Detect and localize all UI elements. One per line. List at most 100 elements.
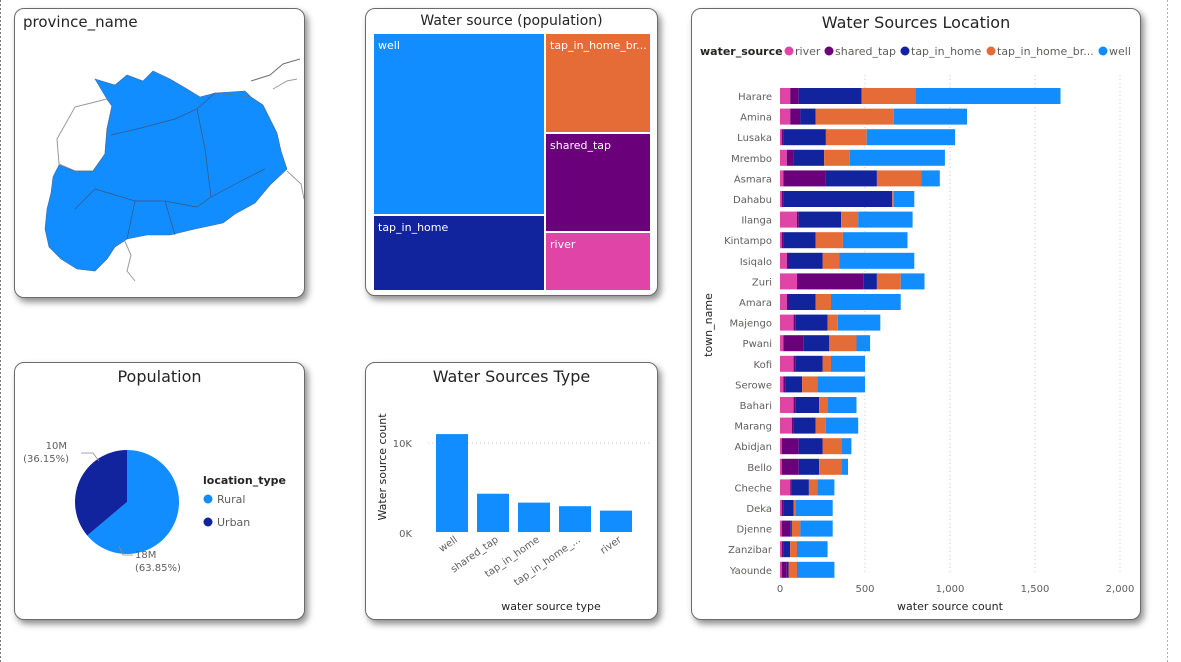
types-card[interactable]: Water Sources Type 10K 0K Water source c… — [365, 362, 658, 620]
treemap-tile-well[interactable]: well — [374, 34, 544, 214]
bar-lusaka-tap-in-home-br[interactable] — [825, 129, 867, 146]
bar-zuri-river[interactable] — [780, 273, 797, 290]
bar-abidjan-river[interactable] — [780, 438, 782, 455]
bar-majengo-shared-tap[interactable] — [793, 314, 796, 331]
location-card[interactable]: Water Sources Location water_source rive… — [691, 8, 1141, 620]
bar-lusaka-shared-tap[interactable] — [781, 129, 784, 146]
loc-legend-label-tap-in-home-broken[interactable]: tap_in_home_br... — [997, 45, 1094, 58]
bar-serowe-tap-in-home[interactable] — [785, 376, 803, 393]
bar-zanzibar-shared-tap[interactable] — [781, 541, 784, 558]
bar-kintampo-well[interactable] — [842, 232, 908, 249]
bar-abidjan-shared-tap[interactable] — [781, 438, 799, 455]
bar-zuri-well[interactable] — [900, 273, 925, 290]
pie-legend-label-urban[interactable]: Urban — [217, 516, 250, 529]
loc-legend-label-river[interactable]: river — [795, 45, 821, 58]
bar-isiqalo-well[interactable] — [839, 252, 915, 269]
bar-mrembo-shared-tap[interactable] — [786, 149, 794, 166]
bar-deka-river[interactable] — [780, 500, 782, 516]
bar-zuri-tap-in-home-br[interactable] — [876, 273, 901, 290]
bar-marang-river[interactable] — [780, 417, 792, 434]
bar-pwani-tap-in-home[interactable] — [803, 335, 830, 352]
bar-serowe-tap-in-home-br[interactable] — [802, 376, 818, 393]
bar-pwani-tap-in-home-br[interactable] — [829, 335, 857, 352]
bar-isiqalo-tap-in-home[interactable] — [788, 252, 823, 269]
bar-marang-well[interactable] — [825, 417, 859, 434]
loc-legend-label-tap-in-home[interactable]: tap_in_home — [911, 45, 981, 58]
bar-bello-tap-in-home[interactable] — [798, 458, 820, 475]
treemap-tile-tap-in-home[interactable]: tap_in_home — [374, 216, 544, 290]
bar-abidjan-tap-in-home[interactable] — [798, 438, 823, 455]
bar-bahari-shared-tap[interactable] — [793, 397, 796, 413]
treemap-tile-shared-tap[interactable]: shared_tap — [546, 134, 650, 231]
bar-kofi-well[interactable] — [831, 355, 865, 372]
bar-amina-well[interactable] — [893, 108, 967, 125]
bar-bahari-tap-in-home-br[interactable] — [819, 397, 828, 413]
population-card[interactable]: Population 10M (36.15%) 18M (63.85%) loc… — [14, 362, 305, 620]
bar-dahabu-shared-tap[interactable] — [781, 191, 784, 207]
bar-ilanga-tap-in-home[interactable] — [798, 211, 842, 228]
type-bar-river[interactable] — [600, 510, 632, 532]
location-stacked-bar-chart[interactable]: water_source river shared_tap tap_in_hom… — [692, 9, 1141, 620]
bar-dahabu-river[interactable] — [780, 191, 782, 207]
bar-mrembo-river[interactable] — [780, 149, 787, 166]
pie-slice-rural[interactable] — [87, 450, 180, 554]
bar-harare-tap-in-home[interactable] — [798, 88, 862, 104]
bar-harare-river[interactable] — [780, 88, 791, 104]
bar-amina-tap-in-home[interactable] — [800, 108, 816, 125]
bar-marang-tap-in-home[interactable] — [793, 417, 816, 434]
bar-bello-river[interactable] — [780, 458, 782, 475]
bar-asmara-shared-tap[interactable] — [783, 170, 826, 187]
bar-amara-tap-in-home[interactable] — [788, 294, 816, 310]
bar-kintampo-tap-in-home-br[interactable] — [815, 232, 843, 249]
bar-mrembo-tap-in-home-br[interactable] — [824, 149, 850, 166]
loc-legend-label-well[interactable]: well — [1109, 45, 1131, 58]
bar-bahari-river[interactable] — [780, 397, 794, 413]
bar-amara-well[interactable] — [831, 294, 901, 310]
bar-asmara-river[interactable] — [780, 170, 784, 187]
bar-deka-well[interactable] — [795, 500, 833, 516]
bar-mrembo-well[interactable] — [849, 149, 945, 166]
bar-bahari-tap-in-home[interactable] — [795, 397, 820, 413]
bar-kintampo-tap-in-home[interactable] — [783, 232, 816, 249]
bar-cheche-river[interactable] — [780, 479, 791, 496]
bar-abidjan-tap-in-home-br[interactable] — [822, 438, 842, 455]
bar-isiqalo-river[interactable] — [780, 252, 787, 269]
bar-majengo-tap-in-home-br[interactable] — [827, 314, 838, 331]
bar-yaounde-tap-in-home[interactable] — [786, 561, 789, 578]
pie-slice-urban[interactable] — [75, 450, 127, 536]
bar-deka-shared-tap[interactable] — [781, 500, 784, 516]
bar-harare-well[interactable] — [916, 88, 1061, 104]
bar-bello-shared-tap[interactable] — [781, 458, 799, 475]
bar-majengo-river[interactable] — [780, 314, 794, 331]
bar-kintampo-river[interactable] — [780, 232, 782, 249]
bar-pwani-shared-tap[interactable] — [783, 335, 804, 352]
bar-deka-tap-in-home[interactable] — [783, 500, 794, 516]
type-bar-tap-in-home[interactable] — [518, 502, 550, 532]
bar-djenne-tap-in-home-br[interactable] — [791, 520, 801, 537]
bar-dahabu-well[interactable] — [893, 191, 915, 207]
bar-kintampo-shared-tap[interactable] — [781, 232, 784, 249]
type-bar-tap-in-home[interactable] — [559, 506, 591, 532]
bar-ilanga-river[interactable] — [780, 211, 797, 228]
bar-yaounde-river[interactable] — [780, 561, 782, 578]
bar-kofi-tap-in-home[interactable] — [795, 355, 823, 372]
bar-isiqalo-shared-tap[interactable] — [786, 252, 789, 269]
loc-legend-label-shared-tap[interactable]: shared_tap — [835, 45, 896, 58]
bar-yaounde-well[interactable] — [797, 561, 835, 578]
bar-cheche-well[interactable] — [817, 479, 835, 496]
bar-yaounde-shared-tap[interactable] — [781, 561, 787, 578]
bar-djenne-well[interactable] — [800, 520, 833, 537]
bar-marang-tap-in-home-br[interactable] — [815, 417, 826, 434]
bar-lusaka-well[interactable] — [866, 129, 956, 146]
bar-amina-tap-in-home-br[interactable] — [815, 108, 894, 125]
bar-asmara-tap-in-home[interactable] — [825, 170, 877, 187]
bar-dahabu-tap-in-home[interactable] — [783, 191, 893, 207]
bar-kofi-shared-tap[interactable] — [793, 355, 796, 372]
types-bar-chart[interactable]: 10K 0K Water source count wellshared_tap… — [366, 363, 658, 620]
bar-cheche-tap-in-home-br[interactable] — [808, 479, 818, 496]
bar-zanzibar-well[interactable] — [797, 541, 828, 558]
type-bar-well[interactable] — [436, 434, 468, 532]
bar-zanzibar-river[interactable] — [780, 541, 782, 558]
bar-amina-river[interactable] — [780, 108, 791, 125]
bar-kofi-river[interactable] — [780, 355, 794, 372]
